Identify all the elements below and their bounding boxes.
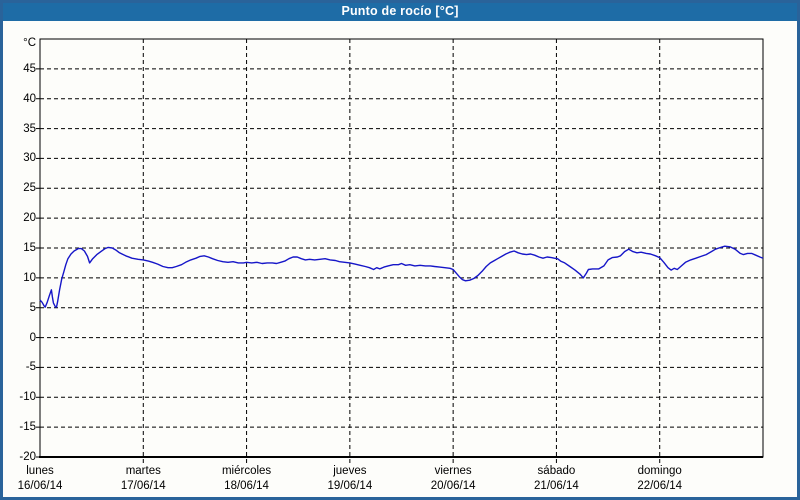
dew-point-series-line xyxy=(39,245,764,308)
chart-title: Punto de rocío [°C] xyxy=(341,4,459,18)
